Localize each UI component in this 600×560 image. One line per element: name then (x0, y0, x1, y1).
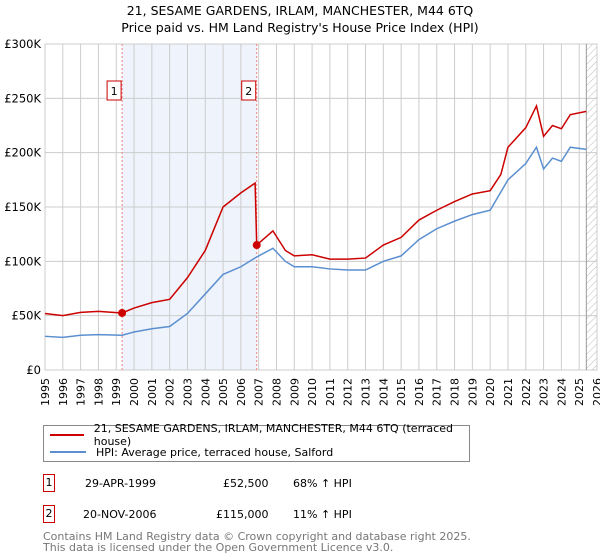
x-tick-label: 2011 (324, 378, 337, 406)
marker-badge (241, 80, 257, 101)
x-tick-label: 1997 (75, 378, 88, 406)
x-tick-label: 2020 (484, 378, 497, 406)
x-tick-label: 2010 (306, 378, 319, 406)
legend-label: 21, SESAME GARDENS, IRLAM, MANCHESTER, M… (93, 422, 453, 448)
transaction-hpi: 68% ↑ HPI (293, 477, 352, 490)
legend-label: HPI: Average price, terraced house, Salf… (96, 445, 334, 459)
transaction-price: £52,500 (223, 477, 269, 490)
transaction-row: 1 29-APR-1999 £52,500 68% ↑ HPI (43, 474, 443, 494)
transaction-row: 2 20-NOV-2006 £115,000 11% ↑ HPI (43, 505, 443, 525)
plot-border (44, 43, 598, 371)
x-tick-label: 2022 (520, 378, 533, 406)
sale-point (118, 308, 127, 317)
legend-swatch-blue (50, 451, 86, 453)
legend-swatch-red (50, 434, 84, 436)
x-tick-label: 2021 (502, 378, 515, 406)
x-tick-label: 1998 (92, 378, 105, 406)
sale-point (252, 241, 261, 250)
legend: 21, SESAME GARDENS, IRLAM, MANCHESTER, M… (43, 422, 470, 462)
x-tick-label: 2003 (181, 378, 194, 406)
marker-label: 1 (111, 85, 118, 98)
x-tick-label: 2023 (538, 378, 551, 406)
footer-copyright: Contains HM Land Registry data © Crown c… (43, 530, 471, 543)
x-tick-label: 2013 (360, 378, 373, 406)
x-tick-label: 2017 (431, 378, 444, 406)
x-tick-label: 1995 (39, 378, 52, 406)
transaction-badge: 2 (43, 505, 55, 523)
price-paid-line (44, 103, 587, 317)
footer-licence: This data is licensed under the Open Gov… (43, 541, 394, 554)
y-tick-label: £50K (12, 309, 42, 323)
x-tick-label: 1999 (110, 378, 123, 406)
transaction-date: 20-NOV-2006 (83, 508, 157, 521)
legend-item-hpi: HPI: Average price, terraced house, Salf… (50, 443, 333, 461)
transaction-badge: 1 (43, 474, 55, 492)
x-tick-label: 2007 (253, 378, 266, 406)
transaction-price: £115,000 (216, 508, 269, 521)
x-tick-label: 2004 (199, 378, 212, 406)
x-tick-label: 1996 (57, 378, 70, 406)
chart-subtitle: Price paid vs. HM Land Registry's House … (121, 20, 479, 35)
y-tick-label: £200K (4, 146, 41, 160)
legend-item-property: 21, SESAME GARDENS, IRLAM, MANCHESTER, M… (50, 422, 469, 448)
x-tick-label: 2006 (235, 378, 248, 406)
x-tick-label: 2018 (449, 378, 462, 406)
x-tick-label: 2026 (591, 378, 600, 406)
x-tick-label: 2025 (573, 378, 586, 406)
y-tick-label: £0 (26, 363, 41, 377)
x-tick-label: 2001 (146, 378, 159, 406)
x-tick-label: 2009 (288, 378, 301, 406)
x-tick-label: 2015 (395, 378, 408, 406)
y-tick-label: £300K (4, 37, 41, 51)
y-tick-label: £100K (4, 254, 41, 268)
x-tick-label: 2016 (413, 378, 426, 406)
x-tick-label: 2024 (555, 378, 568, 406)
x-tick-label: 2008 (270, 378, 283, 406)
transaction-hpi: 11% ↑ HPI (293, 508, 352, 521)
hpi-line (44, 145, 587, 339)
x-tick-label: 2002 (164, 378, 177, 406)
marker-label: 2 (245, 85, 252, 98)
marker-badge (106, 80, 122, 101)
price-chart: 1995 1996 1997 1998 1999 2000 2001 2002 2003 2004… (4, 37, 600, 406)
x-tick-label: 2005 (217, 378, 230, 406)
x-tick-label: 2019 (466, 378, 479, 406)
chart-title: 21, SESAME GARDENS, IRLAM, MANCHESTER, M… (126, 3, 474, 18)
y-tick-label: £250K (4, 91, 41, 105)
transaction-date: 29-APR-1999 (85, 477, 157, 490)
y-tick-label: £150K (4, 200, 41, 214)
x-tick-label: 2014 (377, 378, 390, 406)
x-tick-label: 2012 (342, 378, 355, 406)
x-tick-label: 2000 (128, 378, 141, 406)
